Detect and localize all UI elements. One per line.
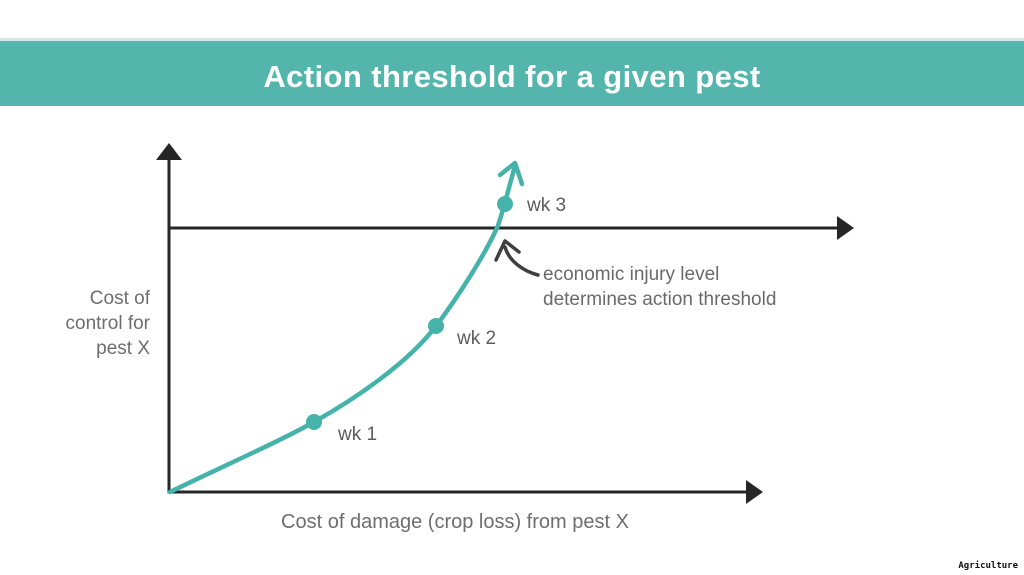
slide-title: Action threshold for a given pest	[263, 59, 761, 94]
annotation-line2: determines action threshold	[543, 289, 777, 310]
point-label-wk1: wk 1	[338, 424, 378, 445]
y-axis-arrowhead	[156, 143, 182, 160]
banner-top-edge	[0, 38, 1024, 41]
annotation-arrow-tail	[503, 245, 540, 277]
y-axis-label-line3: pest X	[96, 338, 150, 359]
annotation-text: economic injury level determines action …	[543, 262, 776, 312]
annotation-line1: economic injury level	[543, 264, 720, 285]
data-point-wk1	[306, 414, 322, 430]
data-point-wk2	[428, 318, 444, 334]
x-axis-label: Cost of damage (crop loss) from pest X	[281, 511, 629, 533]
damage-curve	[167, 163, 518, 495]
y-axis-label-line2: control for	[65, 313, 150, 334]
watermark-text: Agriculture	[958, 561, 1018, 571]
curve-arrowhead	[497, 160, 525, 187]
threshold-arrowhead	[837, 216, 854, 240]
point-label-wk3: wk 3	[527, 195, 567, 216]
data-point-wk3	[497, 196, 513, 212]
x-axis-arrowhead	[746, 480, 763, 504]
point-label-wk2: wk 2	[457, 328, 497, 349]
title-banner: Action threshold for a given pest	[0, 41, 1024, 106]
y-axis-label-line1: Cost of	[89, 288, 150, 309]
y-axis-label: Cost of control for pest X	[30, 286, 150, 361]
annotation-arrowhead	[494, 239, 521, 262]
